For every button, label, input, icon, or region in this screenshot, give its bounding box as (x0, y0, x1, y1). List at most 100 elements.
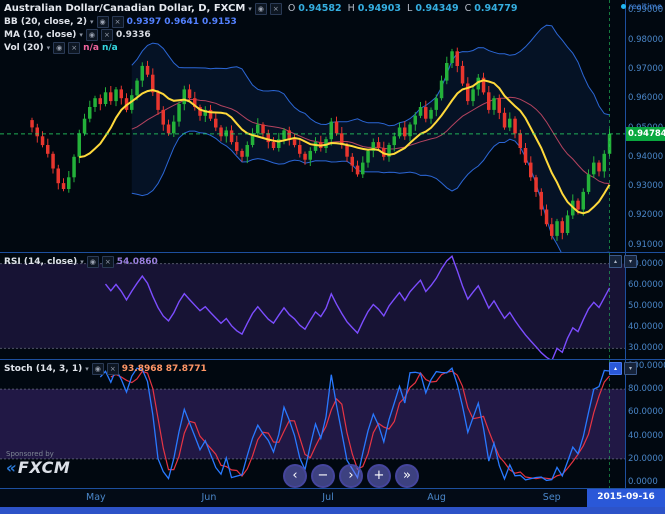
rsi-value: 54.0860 (116, 256, 158, 267)
axis-tick-label: 20.0000 (628, 453, 664, 464)
axis-tick-label: 30.0000 (628, 343, 664, 354)
chevron-down-icon[interactable]: ▾ (79, 30, 83, 39)
settings-icon[interactable]: ◉ (53, 41, 66, 54)
axis-tick-label: 100.0000 (628, 360, 665, 371)
ma-indicator-row: MA (10, close) ▾ ◉ × 0.9336 (4, 28, 518, 41)
realtime-dot-icon (620, 4, 626, 9)
close-icon[interactable]: × (111, 15, 124, 28)
high-value: 0.94903 (357, 3, 402, 14)
vol-indicator-row: Vol (20) ▾ ◉ × n/a n/a (4, 41, 518, 54)
move-pane-down-button[interactable]: ▾ (624, 255, 637, 268)
candlestick-chart[interactable] (0, 0, 625, 252)
close-icon[interactable]: × (106, 362, 119, 375)
close-icon[interactable]: × (100, 28, 113, 41)
chevron-down-icon[interactable]: ▾ (248, 4, 252, 13)
rsi-legend: RSI (14, close) ▾ ◉ × 54.0860 (4, 255, 158, 268)
axis-tick-label: 60.0000 (628, 407, 664, 418)
settings-icon[interactable]: ◉ (254, 2, 267, 15)
bb-indicator-name[interactable]: BB (20, close, 2) (4, 16, 88, 27)
chevron-down-icon[interactable]: ▾ (85, 364, 89, 373)
high-label: H (347, 3, 355, 14)
close-icon[interactable]: × (68, 41, 81, 54)
zoom-in-button[interactable]: + (367, 464, 391, 488)
month-tick-label: Sep (542, 492, 561, 503)
close-label: C (464, 3, 472, 14)
move-pane-up-button[interactable]: ▴ (609, 255, 622, 268)
realtime-badge: realtime (620, 2, 662, 11)
fxcm-logo-text: FXCM (17, 458, 71, 477)
stoch-legend: Stoch (14, 3, 1) ▾ ◉ × 93.8968 87.8771 (4, 362, 207, 375)
stoch-indicator-name[interactable]: Stoch (14, 3, 1) (4, 363, 83, 374)
move-pane-down-button[interactable]: ▾ (624, 362, 637, 375)
axis-tick-label: 0.92000 (628, 210, 664, 221)
axis-tick-label: 0.0000 (628, 477, 658, 488)
sponsored-by-label: Sponsored by (6, 450, 54, 458)
stoch-axis[interactable]: 100.0000 80.0000 60.0000 40.0000 20.0000 0.00… (625, 360, 665, 488)
bb-indicator-row: BB (20, close, 2) ▾ ◉ × 0.9397 0.9641 0.… (4, 15, 518, 28)
stoch-chart[interactable] (0, 360, 625, 488)
move-pane-up-button[interactable]: ▴ (609, 362, 622, 375)
bottom-scrollbar[interactable] (0, 507, 665, 514)
month-tick-label: May (86, 492, 106, 503)
scroll-right-button[interactable]: › (339, 464, 363, 488)
chevron-down-icon[interactable]: ▾ (46, 43, 51, 52)
month-tick-label: Aug (427, 492, 446, 503)
rsi-chart[interactable] (0, 253, 625, 359)
close-icon[interactable]: × (269, 2, 282, 15)
bb-basis-value: 0.9397 (126, 16, 162, 27)
fxcm-logo-arrows-icon: « (6, 458, 17, 477)
axis-tick-label: 0.93000 (628, 181, 664, 192)
vol-value: n/a (83, 42, 99, 53)
axis-tick-label: 70.0000 (628, 258, 664, 269)
vol-indicator-name[interactable]: Vol (20) (4, 42, 44, 53)
open-label: O (287, 3, 296, 14)
ma-value: 0.9336 (115, 29, 151, 40)
axis-tick-label: 0.96000 (628, 93, 664, 104)
axis-tick-label: 40.0000 (628, 322, 664, 333)
axis-tick-label: 0.91000 (628, 239, 664, 250)
stoch-pane: 100.0000 80.0000 60.0000 40.0000 20.0000 0.00… (0, 360, 665, 488)
pane-separator[interactable] (0, 359, 665, 360)
fxcm-logo[interactable]: «FXCM (6, 458, 70, 477)
vol-ma-value: n/a (101, 42, 118, 53)
stoch-k-value: 93.8968 (121, 363, 163, 374)
zoom-out-button[interactable]: − (311, 464, 335, 488)
axis-tick-label: 0.97000 (628, 63, 664, 74)
chart-nav-controls: ‹ − › +» (283, 464, 419, 488)
axis-tick-label: 40.0000 (628, 430, 664, 441)
chevron-down-icon[interactable]: ▾ (90, 17, 94, 26)
rsi-pane: 70.0000 60.0000 50.0000 40.0000 30.0000 ▴ ▾ … (0, 253, 665, 359)
chevron-down-icon[interactable]: ▾ (80, 257, 84, 266)
settings-icon[interactable]: ◉ (85, 28, 98, 41)
settings-icon[interactable]: ◉ (96, 15, 109, 28)
symbol-title[interactable]: Australian Dollar/Canadian Dollar, D, FX… (4, 3, 246, 14)
settings-icon[interactable]: ◉ (86, 255, 99, 268)
axis-tick-label: 50.0000 (628, 301, 664, 311)
axis-tick-label: 60.0000 (628, 279, 664, 290)
bb-upper-value: 0.9641 (164, 16, 200, 27)
realtime-label: realtime (628, 2, 662, 11)
price-axis[interactable]: 0.94784 0.990000.980000.970000.960000.95… (625, 0, 665, 252)
settings-icon[interactable]: ◉ (91, 362, 104, 375)
close-icon[interactable]: × (101, 255, 114, 268)
go-to-realtime-button[interactable]: » (395, 464, 419, 488)
axis-tick-label: 0.94000 (628, 151, 664, 162)
month-tick-label: Jul (322, 492, 334, 503)
time-axis[interactable]: 2015-09-16 May Jun Jul Aug Sep (0, 488, 665, 507)
stoch-pane-controls: ▴ ▾ (609, 362, 637, 375)
scroll-left-button[interactable]: ‹ (283, 464, 307, 488)
ma-indicator-name[interactable]: MA (10, close) (4, 29, 77, 40)
last-price-tag: 0.94784 (626, 126, 665, 141)
pane-separator[interactable] (0, 252, 665, 253)
axis-tick-label: 80.0000 (628, 384, 664, 395)
rsi-axis[interactable]: 70.0000 60.0000 50.0000 40.0000 30.0000 (625, 253, 665, 359)
axis-tick-label: 0.99000 (628, 5, 664, 16)
bb-lower-value: 0.9153 (202, 16, 237, 27)
low-label: L (407, 3, 413, 14)
rsi-pane-controls: ▴ ▾ (609, 255, 637, 268)
rsi-indicator-name[interactable]: RSI (14, close) (4, 256, 78, 267)
open-value: 0.94582 (298, 3, 342, 14)
stoch-indicator-row: Stoch (14, 3, 1) ▾ ◉ × 93.8968 87.8771 (4, 362, 207, 375)
close-value: 0.94779 (474, 3, 518, 14)
